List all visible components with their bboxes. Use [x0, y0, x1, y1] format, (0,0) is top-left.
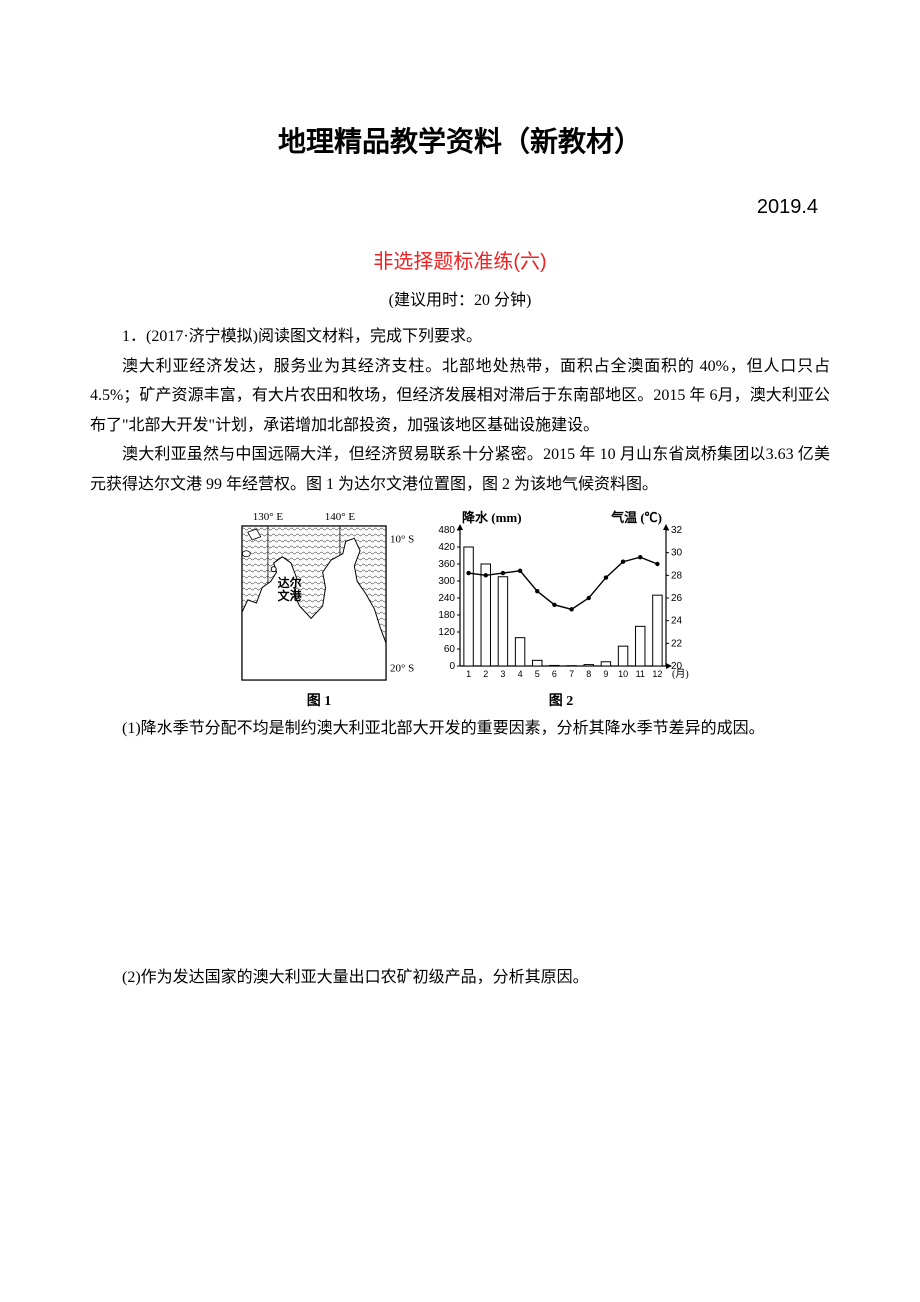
- question-1: (1)降水季节分配不均是制约澳大利亚北部大开发的重要因素，分析其降水季节差异的成…: [90, 714, 830, 744]
- figures-row: 130° E 140° E 10° S 20° S 达尔文港 图 1 降水 (mm) 气温…: [90, 508, 830, 710]
- main-title: 地理精品教学资料（新教材）: [90, 120, 830, 160]
- answer-space-1: [90, 759, 830, 959]
- svg-text:降水 (mm): 降水 (mm): [462, 510, 522, 525]
- svg-text:7: 7: [569, 669, 574, 679]
- svg-text:9: 9: [603, 669, 608, 679]
- svg-text:气温 (℃): 气温 (℃): [611, 510, 662, 525]
- section-title: 非选择题标准练(六): [90, 245, 830, 274]
- page: 地理精品教学资料（新教材） 2019.4 非选择题标准练(六) (建议用时：20…: [0, 0, 920, 1069]
- svg-text:26: 26: [671, 593, 683, 604]
- svg-text:11: 11: [636, 669, 645, 679]
- svg-text:3: 3: [500, 669, 505, 679]
- svg-text:360: 360: [438, 559, 455, 570]
- paragraph-context-2: 澳大利亚虽然与中国远隔大洋，但经济贸易联系十分紧密。2015 年 10 月山东省…: [90, 440, 830, 499]
- paragraph-intro: 1．(2017·济宁模拟)阅读图文材料，完成下列要求。: [90, 322, 830, 352]
- svg-text:12: 12: [652, 669, 662, 679]
- svg-text:480: 480: [438, 525, 455, 536]
- svg-text:30: 30: [671, 547, 683, 558]
- climate-caption: 图 2: [549, 690, 574, 710]
- svg-text:32: 32: [671, 525, 683, 536]
- svg-text:文港: 文港: [278, 588, 303, 603]
- svg-text:1: 1: [466, 669, 471, 679]
- svg-text:28: 28: [671, 570, 683, 581]
- map-caption: 图 1: [307, 690, 332, 710]
- svg-text:达尔: 达尔: [278, 575, 302, 590]
- svg-text:8: 8: [586, 669, 591, 679]
- svg-text:5: 5: [535, 669, 540, 679]
- svg-text:420: 420: [438, 542, 455, 553]
- svg-text:22: 22: [671, 638, 683, 649]
- svg-text:130° E: 130° E: [253, 511, 284, 523]
- svg-text:(月): (月): [672, 668, 689, 680]
- figure-climate: 降水 (mm)气温 (℃)060120180240300360420480202…: [426, 508, 696, 710]
- svg-text:0: 0: [449, 661, 455, 672]
- svg-text:24: 24: [671, 615, 683, 626]
- time-hint: (建议用时：20 分钟): [90, 286, 830, 310]
- climate-chart-svg: 降水 (mm)气温 (℃)060120180240300360420480202…: [426, 508, 696, 688]
- figure-map: 130° E 140° E 10° S 20° S 达尔文港 图 1: [224, 508, 414, 710]
- svg-text:2: 2: [483, 669, 488, 679]
- date: 2019.4: [90, 196, 830, 219]
- svg-text:120: 120: [438, 627, 455, 638]
- svg-text:60: 60: [444, 644, 456, 655]
- svg-text:300: 300: [438, 576, 455, 587]
- svg-text:20° S: 20° S: [390, 662, 414, 674]
- paragraph-context-1: 澳大利亚经济发达，服务业为其经济支柱。北部地处热带，面积占全澳面积的 40%，但…: [90, 352, 830, 441]
- svg-text:10° S: 10° S: [390, 533, 414, 545]
- svg-text:140° E: 140° E: [325, 511, 356, 523]
- map-svg: 130° E 140° E 10° S 20° S 达尔文港: [224, 508, 414, 688]
- svg-text:240: 240: [438, 593, 455, 604]
- question-2: (2)作为发达国家的澳大利亚大量出口农矿初级产品，分析其原因。: [90, 963, 830, 993]
- svg-text:6: 6: [552, 669, 557, 679]
- svg-text:4: 4: [518, 669, 523, 679]
- svg-text:10: 10: [618, 669, 628, 679]
- svg-text:180: 180: [438, 610, 455, 621]
